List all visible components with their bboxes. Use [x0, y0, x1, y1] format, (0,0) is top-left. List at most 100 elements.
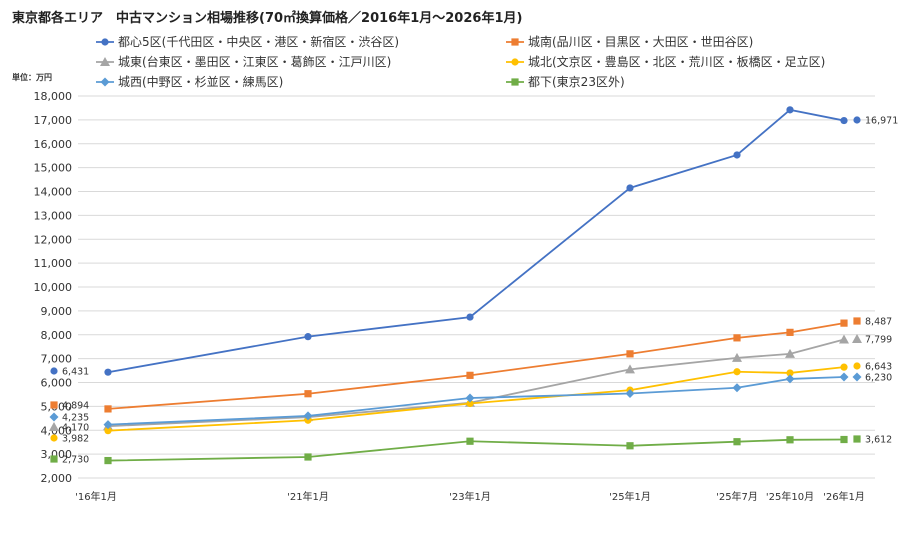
start-value-label: 4,170: [62, 423, 89, 434]
series-line: [107, 108, 845, 374]
legend-label: 城南(品川区・目黒区・大田区・世田谷区): [528, 34, 753, 49]
y-tick-label: 16,000: [34, 138, 73, 151]
y-tick-label: 3,000: [41, 448, 73, 461]
legend-label: 城東(台東区・墨田区・江東区・葛飾区・江戸川区): [118, 54, 391, 69]
y-tick-label: 14,000: [34, 186, 73, 199]
start-marker: [50, 401, 58, 409]
data-point: [466, 399, 474, 408]
legend-label: 城西(中野区・杉並区・練馬区): [118, 74, 283, 89]
legend-marker: [511, 58, 519, 66]
chart-title: 東京都各エリア 中古マンション相場推移(70㎡換算価格／2016年1月～2026…: [12, 10, 522, 26]
data-point: [466, 371, 474, 379]
end-value-label: 7,799: [865, 335, 892, 346]
start-value-label: 4,894: [62, 401, 89, 412]
start-value-label: 4,235: [62, 413, 89, 424]
legend-item: 城東(台東区・墨田区・江東区・葛飾区・江戸川区): [96, 54, 391, 69]
legend-item: 都下(東京23区外): [506, 75, 625, 89]
series-5: [49, 372, 862, 430]
start-marker: [49, 412, 59, 422]
data-point: [104, 427, 112, 435]
data-point: [626, 350, 634, 358]
legend-marker: [511, 78, 519, 86]
series-2: [50, 317, 861, 413]
data-point: [840, 435, 848, 444]
data-point: [626, 442, 634, 450]
x-tick-label: '25年7月: [716, 490, 758, 503]
end-value-label: 8,487: [865, 317, 892, 328]
start-marker: [49, 422, 59, 431]
series-6: [50, 435, 861, 465]
gridlines: [78, 95, 875, 479]
data-point: [786, 369, 794, 377]
data-point: [103, 420, 113, 430]
legend: 都心5区(千代田区・中央区・港区・新宿区・渋谷区) 城南(品川区・目黒区・大田区・…: [96, 34, 825, 89]
end-value-label: 16,971: [865, 116, 898, 127]
data-point: [104, 456, 112, 465]
y-axis-ticks: 2,0003,0004,0005,0006,0007,0008,0009,000…: [34, 90, 73, 485]
y-tick-label: 13,000: [34, 209, 73, 222]
start-value-label: 2,730: [62, 455, 89, 466]
y-tick-label: 10,000: [34, 281, 73, 294]
legend-item: 城北(文京区・豊島区・北区・荒川区・板橋区・足立区): [506, 54, 825, 69]
legend-marker: [101, 38, 109, 46]
y-tick-label: 6,000: [41, 377, 73, 390]
x-tick-label: '25年10月: [766, 490, 814, 503]
x-tick-label: '21年1月: [287, 490, 329, 503]
end-marker: [853, 116, 861, 124]
y-tick-label: 7,000: [41, 353, 73, 366]
legend-marker: [100, 57, 110, 66]
x-tick-label: '25年1月: [609, 490, 651, 503]
start-marker: [50, 434, 58, 442]
data-point: [839, 334, 849, 344]
y-tick-label: 18,000: [34, 90, 73, 103]
end-marker: [853, 362, 861, 370]
y-tick-label: 9,000: [41, 305, 73, 318]
y-tick-label: 8,000: [41, 329, 73, 342]
data-point: [304, 453, 312, 461]
data-point: [625, 388, 635, 398]
y-tick-label: 17,000: [34, 114, 73, 127]
series-1: [50, 106, 861, 376]
data-point: [786, 106, 794, 114]
data-point: [104, 405, 112, 413]
data-point: [625, 364, 635, 374]
y-tick-label: 12,000: [34, 233, 73, 246]
data-point: [304, 333, 312, 341]
data-point: [733, 438, 741, 446]
x-tick-label: '16年1月: [75, 490, 117, 503]
start-value-label: 6,431: [62, 367, 89, 378]
data-point: [732, 383, 742, 393]
data-point: [304, 390, 312, 398]
data-point: [786, 328, 794, 336]
end-value-label: 6,230: [865, 373, 892, 384]
data-point: [840, 116, 848, 125]
data-point: [785, 374, 795, 384]
legend-item: 城南(品川区・目黒区・大田区・世田谷区): [506, 34, 753, 49]
legend-item: 都心5区(千代田区・中央区・港区・新宿区・渋谷区): [96, 34, 399, 49]
data-labels: 6,431 16,971 4,894 8,487 4,170 7,799 3,982 6,64…: [62, 116, 898, 466]
x-axis-ticks: '16年1月 '21年1月 '23年1月 '25年1月 '25年7月 '25年10月 '26…: [75, 490, 865, 503]
series-4: [50, 362, 861, 442]
data-point: [465, 393, 475, 403]
data-point: [626, 184, 634, 192]
end-value-label: 3,612: [865, 435, 892, 446]
y-tick-label: 2,000: [41, 472, 73, 485]
x-tick-label: '23年1月: [449, 490, 491, 503]
legend-label: 都下(東京23区外): [528, 75, 625, 89]
legend-marker: [100, 77, 110, 87]
end-marker: [853, 435, 861, 443]
data-point: [785, 348, 795, 358]
y-tick-label: 15,000: [34, 162, 73, 175]
legend-label: 城北(文京区・豊島区・北区・荒川区・板橋区・足立区): [528, 54, 825, 69]
end-value-label: 6,643: [865, 362, 892, 373]
data-point: [840, 319, 848, 327]
x-tick-label: '26年1月: [823, 490, 865, 503]
start-marker: [50, 455, 58, 463]
y-axis-unit-label: 単位：万円: [12, 72, 52, 82]
data-point: [466, 313, 474, 321]
legend-item: 城西(中野区・杉並区・練馬区): [96, 74, 283, 89]
data-point: [733, 368, 741, 376]
end-marker: [852, 372, 862, 382]
legend-label: 都心5区(千代田区・中央区・港区・新宿区・渋谷区): [118, 34, 399, 49]
data-point: [466, 437, 474, 445]
